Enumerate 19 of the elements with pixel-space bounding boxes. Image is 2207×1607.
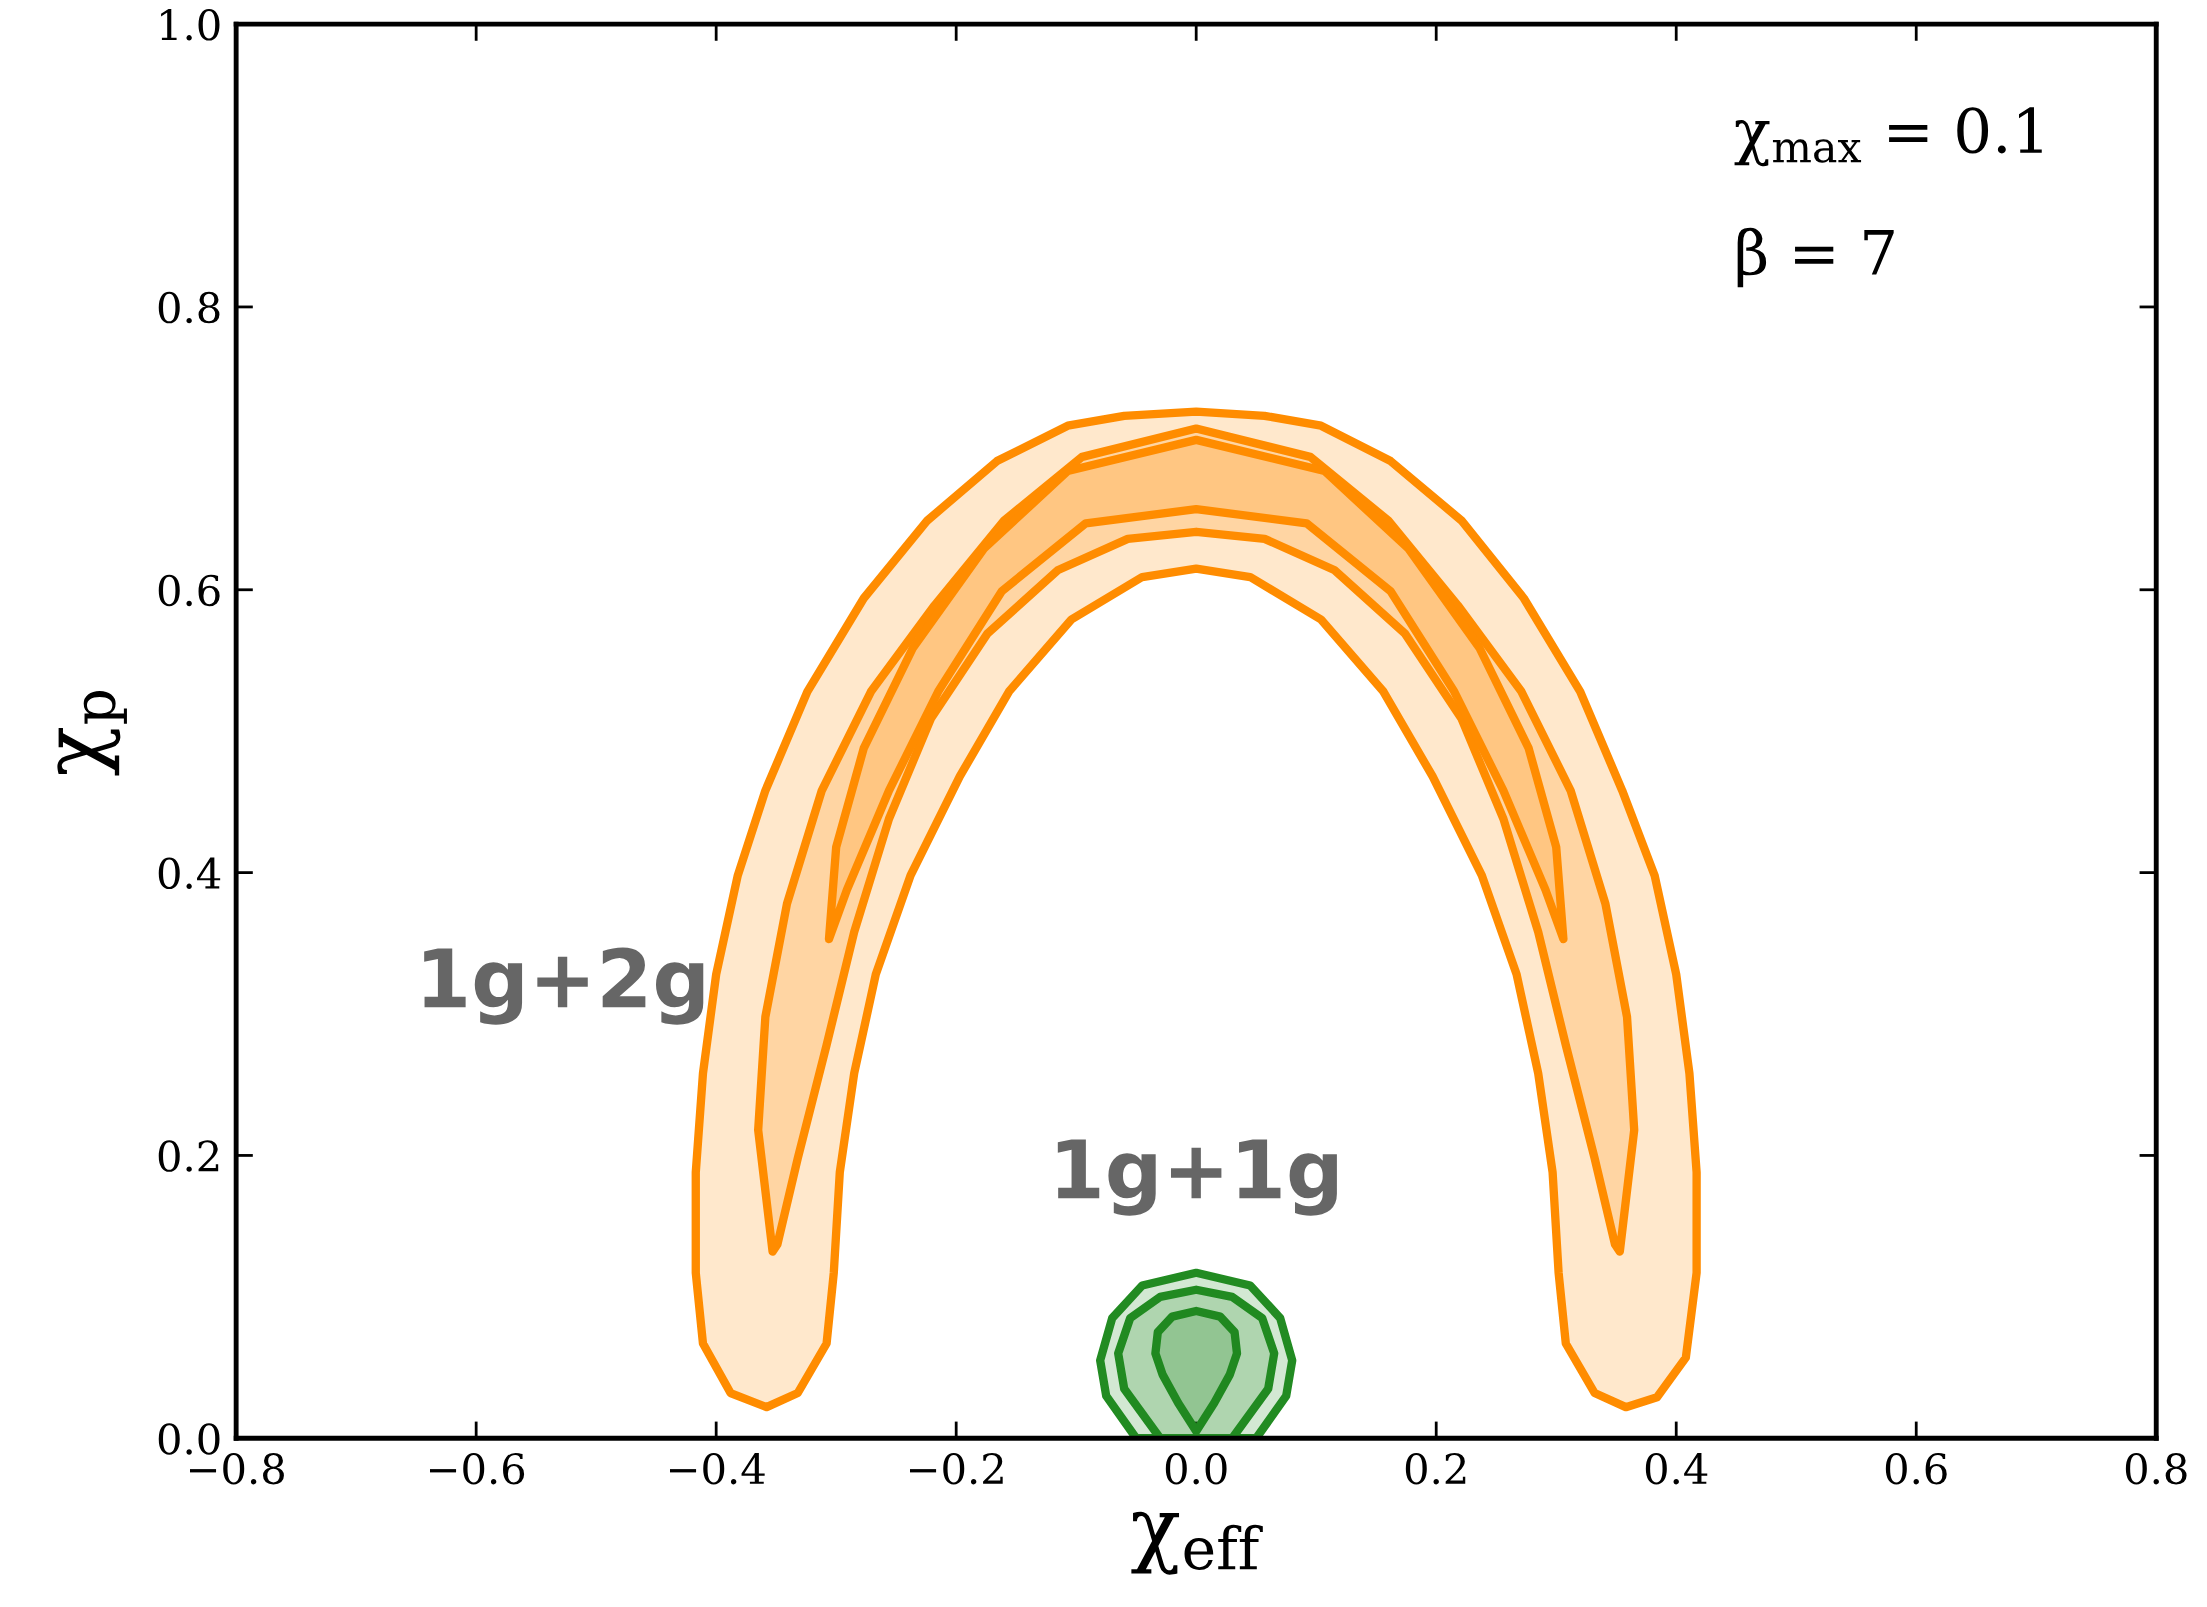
- y-tick-label: 0.4: [158, 857, 221, 890]
- x-tick-label: −0.2: [910, 1452, 1003, 1485]
- x-tick-label: −0.4: [670, 1452, 765, 1485]
- x-tick-label: 0.4: [1645, 1452, 1708, 1485]
- x-tick-label: 0.0: [1165, 1452, 1227, 1485]
- y-tick-label: 0.2: [158, 1140, 219, 1172]
- x-tick-label: −0.6: [429, 1452, 525, 1485]
- x-tick-label: 0.8: [2125, 1452, 2187, 1485]
- annotation: β = 7: [1737, 227, 1894, 288]
- y-tick-label: 1.0: [161, 9, 220, 41]
- x-axis-title: χ$_{eff}$: [1131, 1511, 1263, 1575]
- y-tick-label: 0.6: [158, 574, 220, 607]
- x-tick-label: 0.2: [1405, 1452, 1466, 1485]
- x-tick-label: 0.6: [1885, 1452, 1947, 1485]
- annotation: 1g+1g: [1057, 1139, 1337, 1216]
- y-axis-title: χ$_{p}$: [57, 690, 127, 776]
- annotation: χ$_{max}$ = 0.1: [1734, 107, 2042, 167]
- annotation: 1g+2g: [424, 947, 704, 1025]
- y-tick-label: 0.8: [158, 291, 220, 324]
